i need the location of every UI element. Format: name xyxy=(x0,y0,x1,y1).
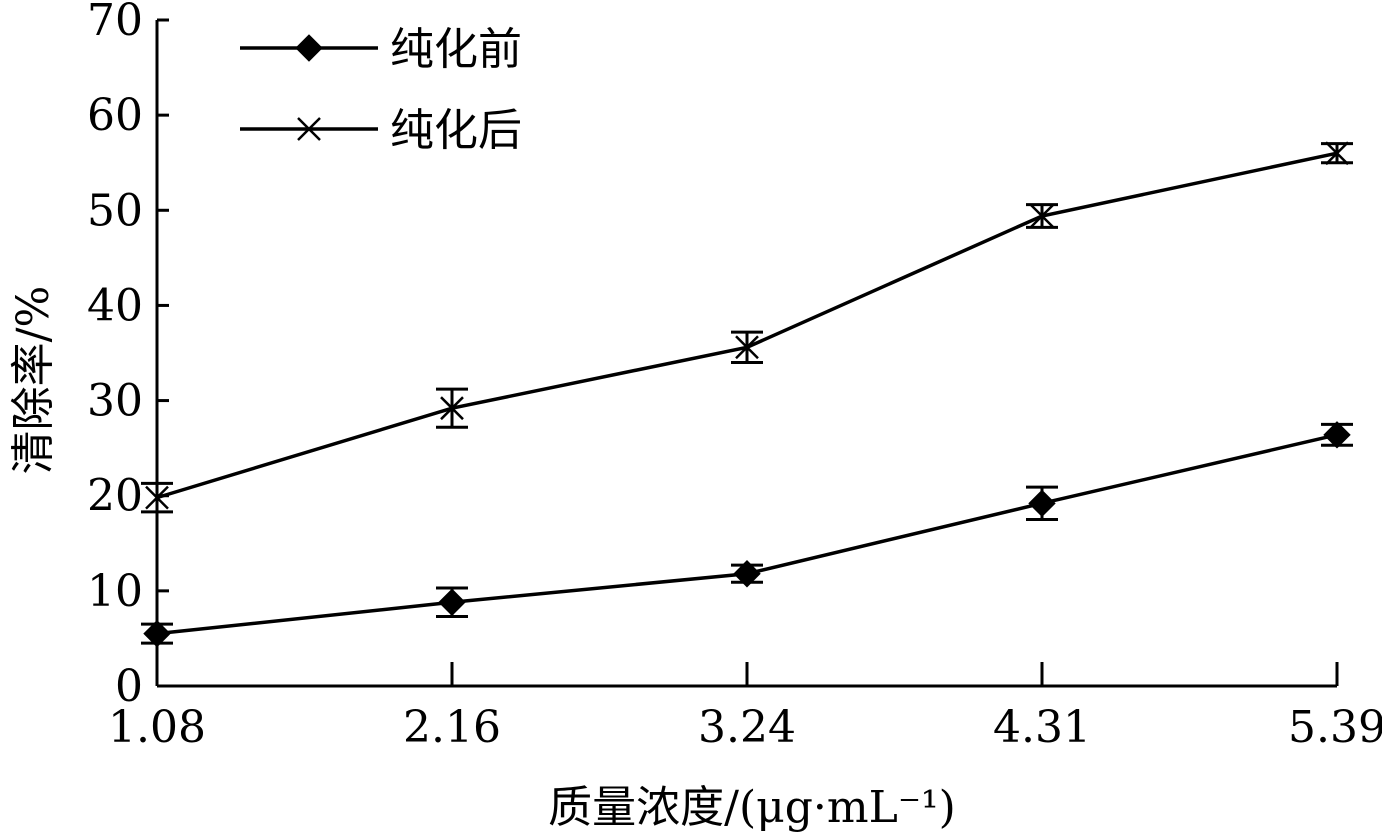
x-tick-label: 2.16 xyxy=(403,702,501,753)
series-line xyxy=(156,433,1338,636)
data-point xyxy=(735,335,759,360)
x-axis-ticks: 1.08 2.16 3.24 4.31 5.39 xyxy=(108,662,1382,753)
x-tick-label: 4.31 xyxy=(993,702,1091,753)
y-tick-label: 40 xyxy=(87,280,143,331)
legend-label: 纯化前 xyxy=(390,24,522,75)
y-tick-label: 0 xyxy=(115,661,143,712)
y-tick-label: 30 xyxy=(87,376,143,427)
series-1 xyxy=(141,421,1353,648)
data-point xyxy=(145,485,169,510)
series-line xyxy=(156,151,1338,500)
data-point xyxy=(1325,141,1349,166)
data-point xyxy=(733,560,761,588)
data-point xyxy=(1323,421,1351,449)
y-tick-label: 50 xyxy=(87,185,143,236)
x-tick-label: 3.24 xyxy=(698,702,796,753)
y-tick-label: 70 xyxy=(87,0,143,46)
x-tick-label: 5.39 xyxy=(1288,702,1382,753)
y-tick-label: 60 xyxy=(87,90,143,141)
legend-label: 纯化后 xyxy=(390,105,522,156)
legend-marker xyxy=(297,117,321,141)
data-point xyxy=(143,619,171,648)
x-tick-label: 1.08 xyxy=(108,702,206,753)
y-tick-label: 10 xyxy=(87,566,143,617)
y-axis-ticks: 0 10 20 30 40 50 60 70 xyxy=(87,0,169,712)
data-point xyxy=(440,396,464,421)
series-layer xyxy=(141,141,1353,648)
series-2 xyxy=(141,141,1353,514)
y-tick-label: 20 xyxy=(87,471,143,522)
legend-item: 纯化前 xyxy=(240,24,522,75)
x-axis-title: 质量浓度/(μg·mL⁻¹) xyxy=(548,782,956,833)
data-point xyxy=(1030,204,1054,228)
y-axis-title: 清除率/% xyxy=(8,286,59,475)
data-point xyxy=(438,588,466,616)
data-point xyxy=(1028,489,1056,518)
legend-item: 纯化后 xyxy=(240,105,522,156)
legend-marker xyxy=(295,34,323,62)
